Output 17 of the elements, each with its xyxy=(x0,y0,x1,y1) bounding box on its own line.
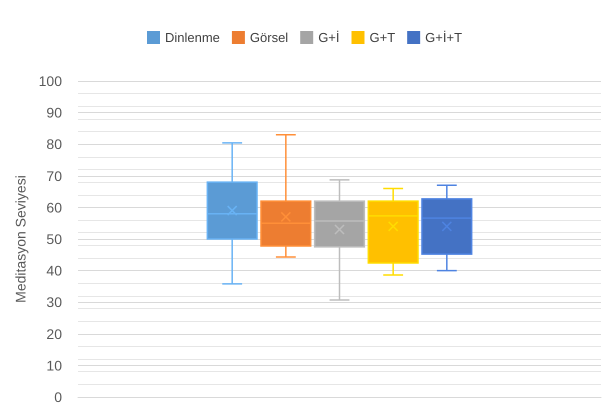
legend-label: G+İ xyxy=(318,30,340,45)
legend-label: Görsel xyxy=(250,30,288,45)
y-tick-label: 40 xyxy=(46,262,62,279)
y-tick-label: 70 xyxy=(46,168,62,184)
y-tick-label: 80 xyxy=(46,136,62,152)
y-tick-label: 50 xyxy=(46,231,62,247)
y-tick-label: 60 xyxy=(46,199,62,216)
y-tick-label: 90 xyxy=(46,104,62,121)
legend-label: G+T xyxy=(370,30,396,45)
y-tick-label: 30 xyxy=(46,294,62,310)
y-axis-title: Meditasyon Seviyesi xyxy=(12,175,29,303)
y-tick-label: 10 xyxy=(46,357,62,374)
legend-label: Dinlenme xyxy=(164,30,220,45)
y-tick-label: 100 xyxy=(38,73,62,89)
legend-label: G+İ+T xyxy=(425,30,462,45)
y-tick-label: 20 xyxy=(46,326,62,342)
y-tick-label: 0 xyxy=(54,389,62,405)
